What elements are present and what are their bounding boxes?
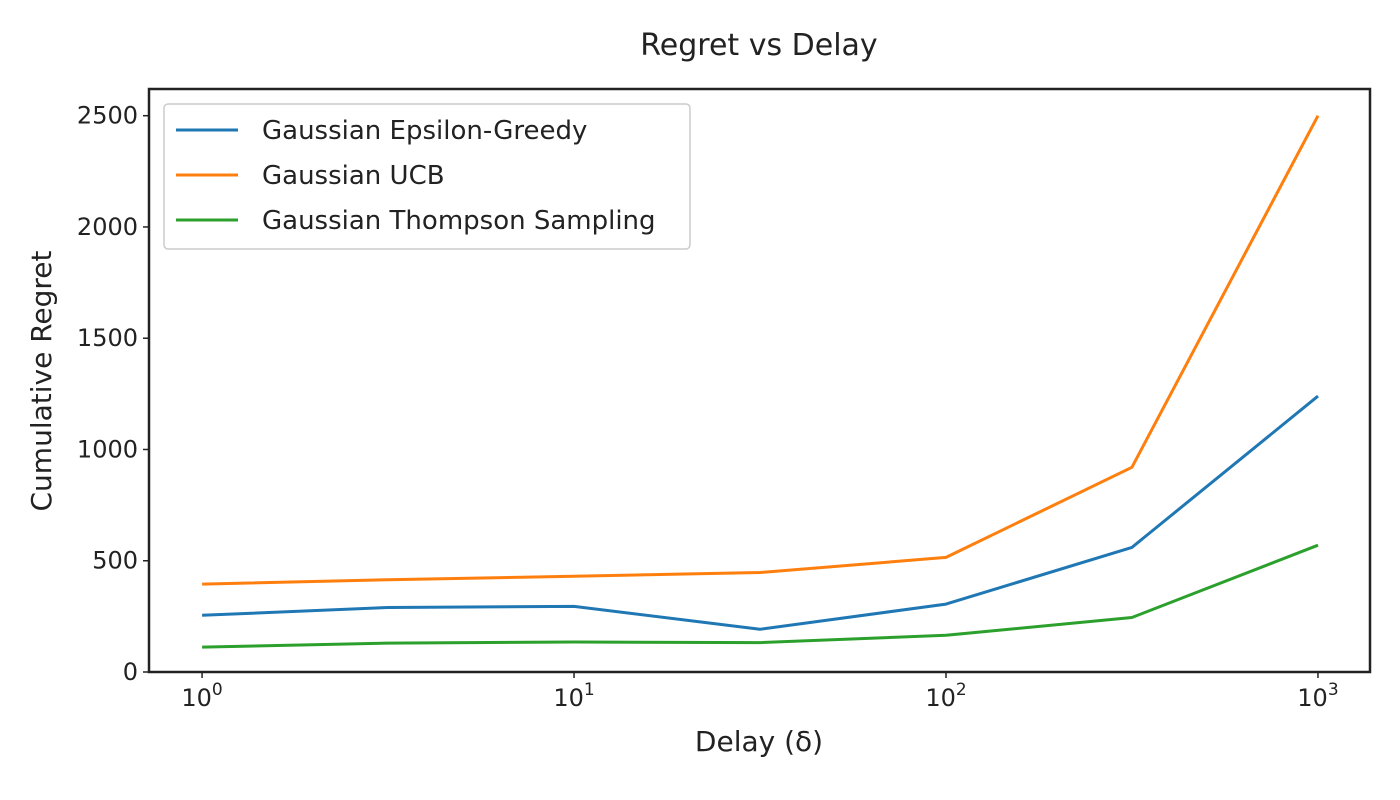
x-axis-label: Delay (δ) bbox=[695, 725, 823, 758]
x-tick-label-2: 102 bbox=[925, 680, 966, 712]
series-line-2 bbox=[202, 543, 1319, 649]
x-tick-label-0: 100 bbox=[181, 680, 222, 712]
series-line-0 bbox=[202, 394, 1319, 631]
y-axis-label: Cumulative Regret bbox=[25, 250, 58, 511]
y-tick-label-0: 0 bbox=[123, 658, 138, 686]
plot-frame bbox=[147, 87, 1372, 674]
plot-lines bbox=[202, 114, 1320, 649]
y-axis-ticks: 0 500 1000 1500 2000 2500 bbox=[77, 102, 149, 686]
series-line-1 bbox=[202, 114, 1320, 586]
y-tick-label-2: 1000 bbox=[77, 435, 138, 463]
y-tick-label-1: 500 bbox=[92, 547, 138, 575]
x-tick-label-1: 101 bbox=[553, 680, 594, 712]
legend: Gaussian Epsilon-Greedy Gaussian UCB Gauss… bbox=[163, 103, 691, 250]
legend-label-1: Gaussian UCB bbox=[262, 161, 445, 191]
legend-label-0: Gaussian Epsilon-Greedy bbox=[262, 116, 587, 146]
legend-box bbox=[163, 103, 691, 250]
x-tick-label-3: 103 bbox=[1297, 680, 1338, 712]
x-axis-ticks: 100 101 102 103 bbox=[181, 672, 1339, 712]
chart-title: Regret vs Delay bbox=[640, 28, 877, 63]
y-tick-label-5: 2500 bbox=[77, 102, 138, 130]
y-tick-label-4: 2000 bbox=[77, 213, 138, 241]
legend-label-2: Gaussian Thompson Sampling bbox=[262, 206, 656, 236]
y-tick-label-3: 1500 bbox=[77, 324, 138, 352]
